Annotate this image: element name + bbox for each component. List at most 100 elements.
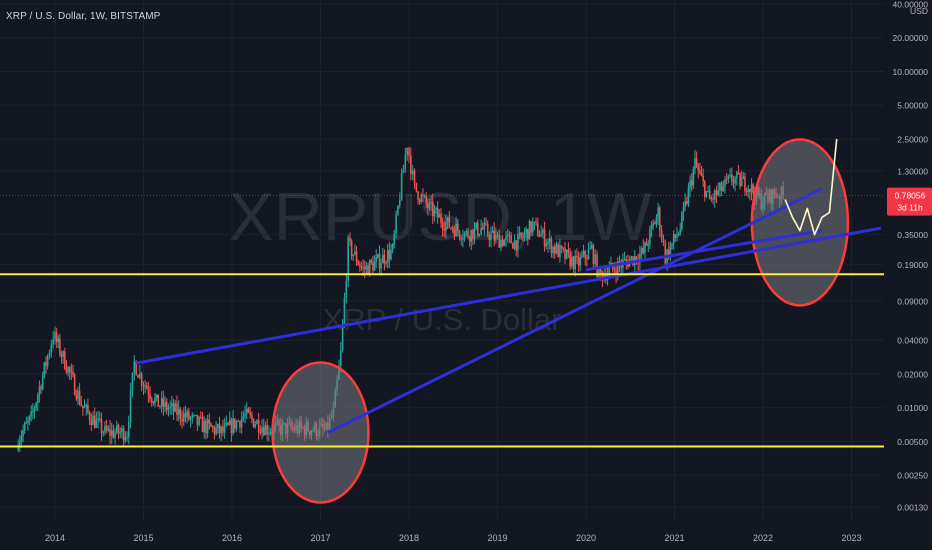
candle-body <box>196 415 199 425</box>
candle-body <box>40 386 42 390</box>
candle-body <box>227 423 229 425</box>
candle-body <box>64 351 66 369</box>
candle-body <box>75 394 78 400</box>
candle-body <box>194 414 197 416</box>
candle-body <box>65 368 68 373</box>
candle-body <box>572 256 575 270</box>
candle-body <box>375 257 378 262</box>
candle-body <box>239 421 241 428</box>
price-tick-label: 0.00500 <box>897 437 928 447</box>
candle-body <box>32 411 34 413</box>
candle-body <box>234 418 236 429</box>
candle-body <box>498 234 501 248</box>
candle-body <box>732 181 735 184</box>
candle-body <box>395 214 397 234</box>
candle-body <box>211 426 214 428</box>
candle-body <box>357 262 359 265</box>
candle-body <box>472 229 474 239</box>
candle-body <box>493 230 496 241</box>
candle-body <box>213 427 216 434</box>
candle-body <box>30 411 33 416</box>
candle-body <box>735 172 738 179</box>
candle-body <box>78 390 81 404</box>
candle-body <box>88 412 91 421</box>
candle-body <box>210 423 212 427</box>
candle-body <box>72 371 74 376</box>
candle-body <box>50 344 53 353</box>
candle-body <box>223 425 226 433</box>
current-price-value: 0.78056 <box>895 191 926 201</box>
candle-body <box>345 280 348 298</box>
candle-body <box>430 201 432 203</box>
time-tick-label: 2019 <box>487 533 507 543</box>
candle-body <box>162 398 165 408</box>
candle-body <box>242 416 245 419</box>
candle-body <box>719 182 721 191</box>
candle-body <box>677 233 680 236</box>
candle-body <box>133 361 136 373</box>
candle-body <box>649 228 651 245</box>
candle-body <box>587 249 590 260</box>
candle-body <box>684 201 686 208</box>
candle-body <box>160 398 163 407</box>
candle-body <box>433 209 436 216</box>
candle-body <box>495 234 497 241</box>
candle-body <box>679 229 682 234</box>
candle-body <box>77 390 79 400</box>
candle-body <box>525 229 527 234</box>
candle-body <box>45 362 47 366</box>
candle-body <box>425 195 428 204</box>
candle-body <box>481 227 484 230</box>
candle-body <box>438 214 441 218</box>
candle-body <box>203 420 206 433</box>
candle-body <box>385 262 387 264</box>
price-scale[interactable]: 40.00000 20.00000 10.00000 5.00000 2.50000 1.… <box>887 0 932 513</box>
candle-body <box>428 202 431 208</box>
candle-body <box>742 176 745 179</box>
candle-body <box>567 249 570 253</box>
candle-body <box>690 180 693 186</box>
candle-body <box>500 239 502 248</box>
candle-body <box>144 385 146 387</box>
time-tick-label: 2017 <box>310 533 330 543</box>
candle-body <box>745 190 748 193</box>
candle-body <box>560 245 563 249</box>
candle-body <box>465 231 468 233</box>
candle-body <box>147 388 150 395</box>
time-tick-label: 2015 <box>133 533 153 543</box>
candle-body <box>41 375 44 390</box>
candle-body <box>386 250 389 263</box>
price-tick-label: 0.04000 <box>897 336 928 346</box>
candle-body <box>189 417 192 420</box>
candle-body <box>55 332 58 342</box>
candle-body <box>528 221 531 240</box>
symbol-title[interactable]: XRP / U.S. Dollar, 1W, BITSTAMP <box>6 11 161 22</box>
candle-body <box>240 418 243 428</box>
candle-body <box>440 214 442 223</box>
candle-body <box>406 147 408 156</box>
candle-body <box>68 367 71 373</box>
time-scale[interactable]: 2014 2015 2016 2017 2018 2019 2020 2021 2022 2023 <box>45 533 862 543</box>
candle-body <box>477 222 479 236</box>
candle-body <box>620 264 622 268</box>
candle-body <box>608 266 611 274</box>
candle-body <box>33 408 36 412</box>
candle-body <box>538 236 541 238</box>
candle-body <box>110 430 113 436</box>
candle-body <box>565 249 568 259</box>
candle-body <box>145 385 148 389</box>
time-tick-label: 2014 <box>45 533 65 543</box>
candle-body <box>354 251 356 255</box>
candle-body <box>681 212 683 230</box>
candle-body <box>418 200 421 202</box>
candle-body <box>640 247 643 255</box>
candle-body <box>232 418 234 434</box>
price-tick-label: 10.00000 <box>893 67 929 77</box>
candle-body <box>114 432 116 438</box>
candle-body <box>642 247 645 253</box>
candle-body <box>707 190 709 192</box>
candle-body <box>225 423 228 426</box>
candle-body <box>579 257 582 266</box>
candle-body <box>249 412 251 415</box>
